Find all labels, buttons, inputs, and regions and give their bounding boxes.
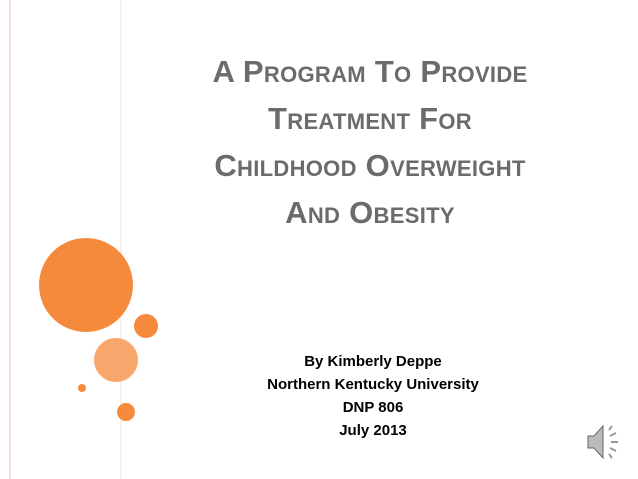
title-line: Childhood Overweight [214, 148, 526, 183]
title: A Program To Provide Treatment For Child… [150, 48, 590, 236]
subtitle: By Kimberly Deppe Northern Kentucky Univ… [230, 350, 516, 442]
subtitle-line: By Kimberly Deppe [304, 353, 442, 370]
circle [117, 403, 135, 421]
subtitle-line: Northern Kentucky University [267, 376, 479, 393]
circle [94, 338, 138, 382]
title-line: A Program To Provide [212, 54, 528, 89]
title-line: Treatment For [268, 101, 472, 136]
circle [134, 314, 158, 338]
title-line: And Obesity [285, 195, 455, 230]
speaker-icon[interactable] [587, 424, 618, 460]
circle [39, 238, 133, 332]
subtitle-line: DNP 806 [342, 399, 404, 416]
subtitle-line: July 2013 [339, 422, 407, 439]
circle [78, 384, 86, 392]
